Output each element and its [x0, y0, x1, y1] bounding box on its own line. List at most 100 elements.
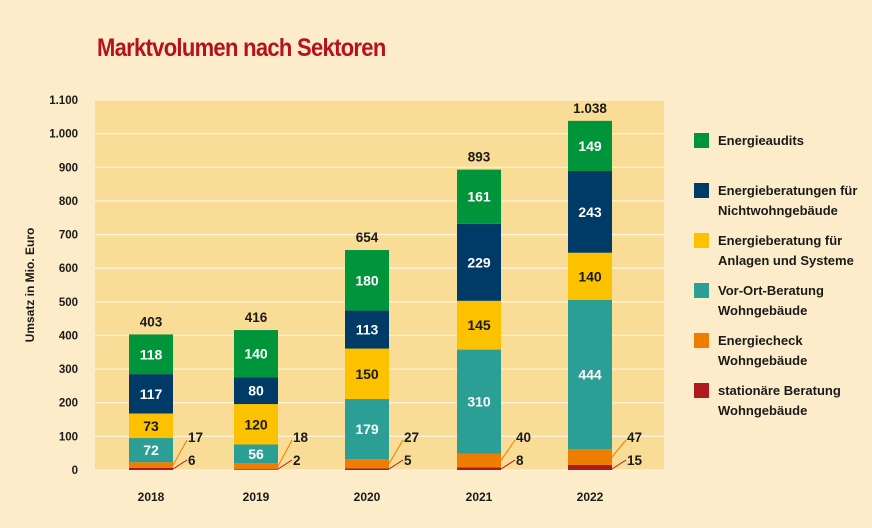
legend-swatch — [694, 233, 709, 248]
data-label: 118 — [140, 346, 163, 362]
legend-label: Wohngebäude — [718, 403, 807, 418]
bar-segment — [129, 438, 173, 463]
bar-segment — [234, 377, 278, 405]
legend-label: Anlagen und Systeme — [718, 253, 854, 268]
leader-line — [611, 459, 627, 470]
x-tick-label: 2019 — [243, 490, 270, 504]
leader-line — [277, 439, 293, 467]
data-label: 444 — [578, 366, 602, 382]
y-tick-label: 900 — [59, 162, 78, 174]
data-label: 229 — [467, 254, 491, 270]
bar-segment — [568, 449, 612, 465]
legend-swatch — [694, 283, 709, 298]
bar-segment — [345, 250, 389, 311]
leader-line — [172, 439, 188, 466]
legend-label: Nichtwohngebäude — [718, 203, 838, 218]
data-label: 243 — [578, 204, 602, 220]
bar-segment — [129, 462, 173, 468]
data-label: 161 — [467, 189, 491, 205]
y-tick-label: 200 — [59, 398, 78, 410]
data-label: 117 — [140, 386, 163, 402]
y-tick-label: 700 — [59, 230, 78, 242]
legend-label: Vor-Ort-Beratung — [718, 283, 824, 298]
data-label: 40 — [516, 430, 531, 445]
y-tick-label: 1.000 — [49, 129, 78, 141]
legend-label: Energiecheck — [718, 333, 803, 348]
x-tick-label: 2021 — [466, 490, 493, 504]
total-label: 1.038 — [573, 101, 607, 116]
data-label: 56 — [248, 446, 264, 462]
bar-segment — [457, 467, 501, 470]
legend-swatch — [694, 383, 709, 398]
legend-swatch — [694, 333, 709, 348]
data-label: 5 — [404, 453, 412, 468]
bar-segment — [568, 252, 612, 300]
chart-title: Marktvolumen nach Sektoren — [97, 34, 386, 62]
y-axis-label: Umsatz in Mio. Euro — [23, 228, 37, 343]
data-label: 17 — [188, 430, 203, 445]
legend-label: Energieberatungen für — [718, 183, 857, 198]
total-label: 654 — [356, 230, 379, 245]
total-label: 403 — [140, 314, 163, 329]
data-label: 145 — [467, 317, 491, 333]
bar-segment — [234, 404, 278, 445]
legend-label: Energieberatung für — [718, 233, 842, 248]
bar-segment — [234, 463, 278, 470]
y-tick-label: 1.100 — [49, 95, 78, 107]
leader-line — [172, 459, 188, 470]
bar-segment — [129, 413, 173, 439]
data-label: 2 — [293, 453, 301, 468]
bar-segment — [129, 467, 173, 470]
leader-line — [500, 439, 516, 461]
x-tick-label: 2018 — [138, 490, 165, 504]
y-tick-label: 0 — [72, 465, 78, 477]
legend-label: Wohngebäude — [718, 353, 807, 368]
bar-segment — [129, 334, 173, 375]
bar-segment — [345, 348, 389, 400]
data-label: 113 — [356, 322, 379, 338]
data-label: 6 — [188, 453, 196, 468]
y-tick-label: 300 — [59, 364, 78, 376]
bar-segment — [568, 120, 612, 171]
data-label: 150 — [355, 366, 379, 382]
data-label: 149 — [578, 138, 602, 154]
y-tick-label: 800 — [59, 196, 78, 208]
leader-line — [388, 439, 404, 465]
bar-segment — [129, 374, 173, 414]
data-label: 140 — [244, 346, 268, 362]
legend-label: Wohngebäude — [718, 303, 807, 318]
data-label: 8 — [516, 453, 524, 468]
leader-line — [611, 439, 627, 458]
data-label: 120 — [244, 416, 268, 432]
leader-line — [388, 459, 404, 470]
data-label: 27 — [404, 430, 419, 445]
total-label: 893 — [468, 150, 491, 165]
data-label: 80 — [248, 383, 264, 399]
x-tick-label: 2022 — [577, 490, 604, 504]
y-tick-label: 600 — [59, 263, 78, 275]
bar-segment — [457, 169, 501, 224]
y-tick-label: 400 — [59, 330, 78, 342]
data-label: 73 — [143, 418, 159, 434]
leader-line — [500, 459, 516, 470]
data-label: 179 — [355, 421, 379, 437]
x-tick-label: 2020 — [354, 490, 381, 504]
data-label: 72 — [143, 442, 159, 458]
leader-line — [277, 459, 293, 470]
bar-segment — [234, 444, 278, 464]
bar-segment — [234, 469, 278, 470]
bar-segment — [457, 223, 501, 301]
bar-segment — [457, 349, 501, 454]
bar-segment — [457, 453, 501, 468]
bar-segment — [345, 310, 389, 349]
bar-segment — [345, 399, 389, 460]
bar-segment — [345, 468, 389, 470]
data-label: 310 — [467, 394, 491, 410]
legend-swatch — [694, 183, 709, 198]
bar-segment — [568, 464, 612, 470]
data-label: 140 — [578, 268, 602, 284]
data-label: 47 — [627, 430, 642, 445]
y-tick-label: 100 — [59, 431, 78, 443]
legend-swatch — [694, 133, 709, 148]
